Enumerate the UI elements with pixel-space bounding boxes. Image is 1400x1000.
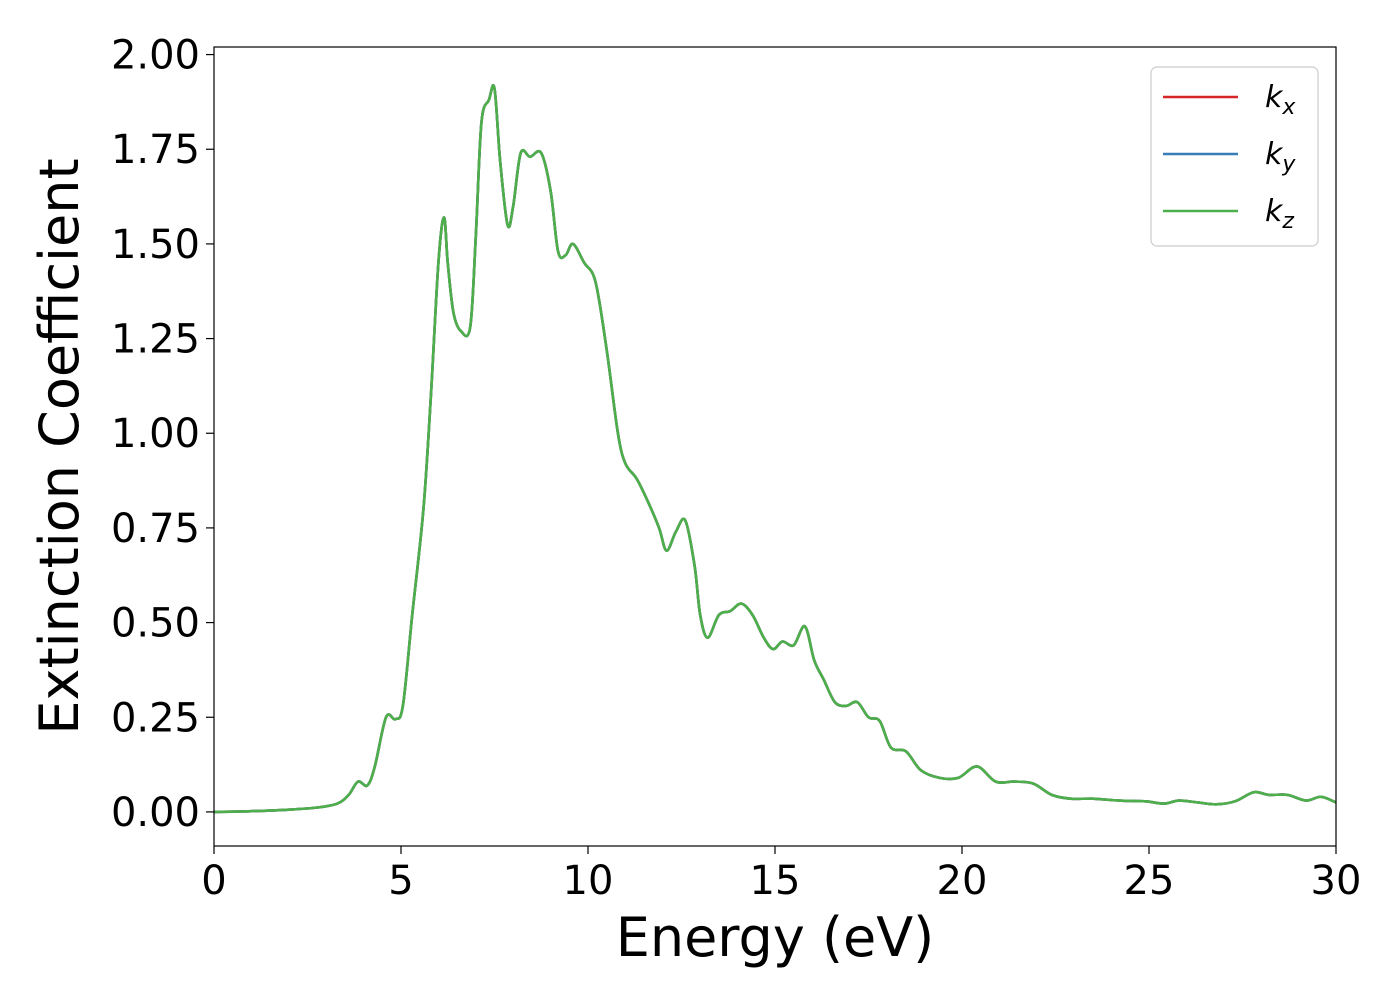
y-tick-label: 1.50 [111, 222, 200, 268]
y-axis: 0.00 0.25 0.50 0.75 1.00 1.25 1.50 1.75 2.00 [111, 33, 214, 836]
x-tick-label: 25 [1124, 858, 1175, 904]
x-axis-title: Energy (eV) [616, 906, 935, 969]
x-axis: 0 5 10 15 20 25 30 [201, 846, 1361, 904]
x-tick-label: 0 [201, 858, 226, 904]
x-tick-label: 10 [563, 858, 614, 904]
x-tick-label: 30 [1311, 858, 1362, 904]
y-axis-title: Extinction Coefficient [28, 158, 91, 734]
y-tick-label: 1.75 [111, 127, 200, 173]
y-tick-label: 0.50 [111, 601, 200, 647]
y-tick-label: 0.00 [111, 790, 200, 836]
y-tick-label: 0.25 [111, 695, 200, 741]
x-tick-label: 20 [937, 858, 988, 904]
y-tick-label: 1.25 [111, 317, 200, 363]
x-tick-label: 5 [388, 858, 413, 904]
y-tick-label: 0.75 [111, 506, 200, 552]
series-layer [214, 84, 1336, 814]
y-tick-label: 2.00 [111, 33, 200, 79]
y-tick-label: 1.00 [111, 411, 200, 457]
x-tick-label: 15 [750, 858, 801, 904]
series-line-k-z [214, 84, 1336, 814]
legend-box [1150, 66, 1319, 247]
